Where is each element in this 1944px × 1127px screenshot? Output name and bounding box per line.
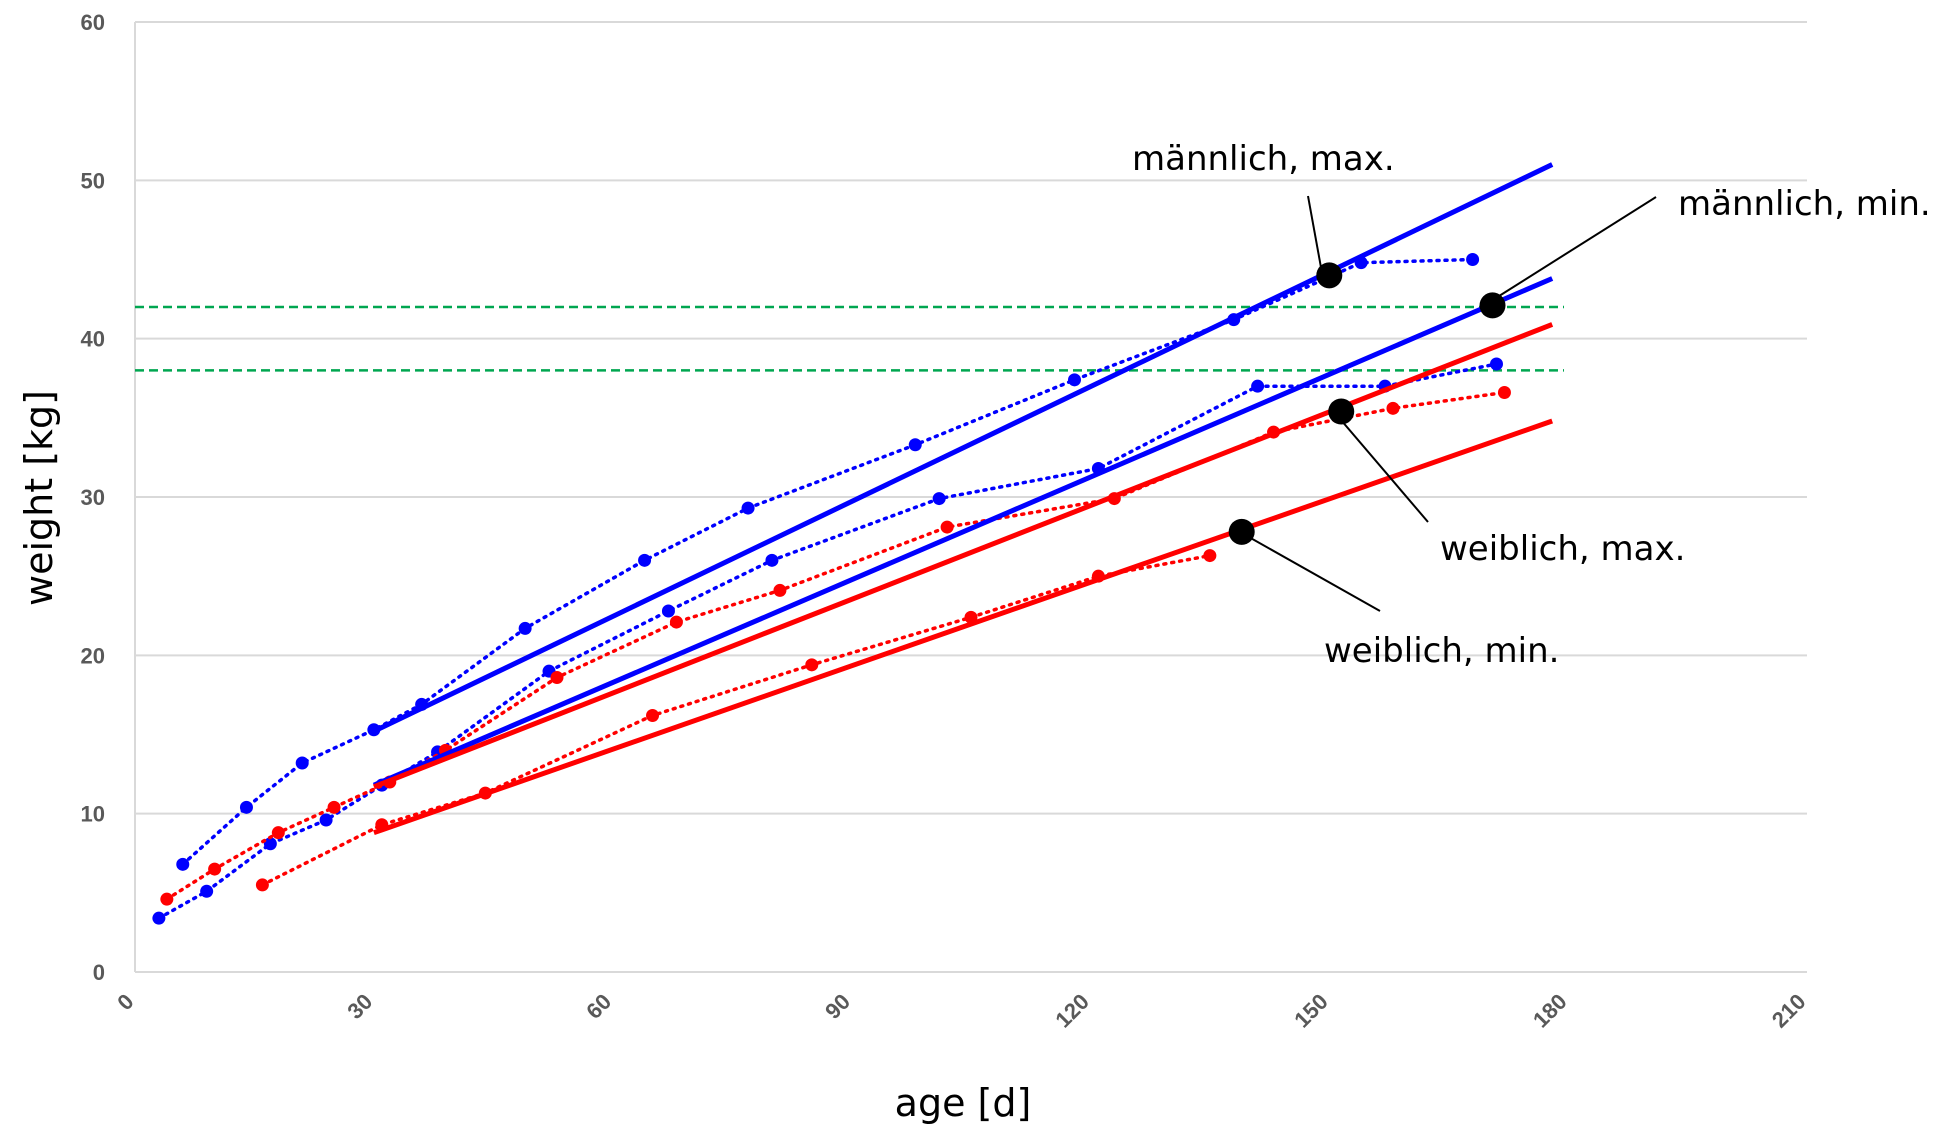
y-tick-label: 40 xyxy=(81,327,105,352)
data-point xyxy=(908,438,922,452)
data-point xyxy=(518,621,532,635)
data-point xyxy=(160,892,174,906)
annotation-label: weiblich, max. xyxy=(1440,529,1685,569)
data-point xyxy=(805,658,819,672)
annotations: männlich, max. männlich, min. weiblich, … xyxy=(1132,139,1931,671)
annotation-marker xyxy=(1316,262,1343,289)
trend-series-line xyxy=(157,362,1499,920)
y-tick-label: 10 xyxy=(81,802,105,827)
data-point xyxy=(200,884,214,898)
y-tick-label: 30 xyxy=(81,485,105,510)
regression-line xyxy=(372,322,1554,790)
annotation-label: männlich, min. xyxy=(1678,184,1931,224)
data-point xyxy=(319,813,333,827)
data-point xyxy=(646,709,660,722)
x-tick-label: 30 xyxy=(342,989,377,1024)
x-tick-label: 150 xyxy=(1289,989,1333,1033)
y-tick-label: 0 xyxy=(93,960,105,985)
data-point xyxy=(295,756,309,770)
data-point xyxy=(932,492,946,506)
trend-series-line xyxy=(165,390,1507,901)
x-tick-label: 60 xyxy=(581,989,616,1024)
data-point xyxy=(940,520,954,534)
annotation-leader-line xyxy=(1487,196,1657,304)
trend-series-line xyxy=(181,257,1475,867)
data-point xyxy=(550,671,564,684)
x-tick-label: 90 xyxy=(820,989,855,1024)
annotation-label: weiblich, min. xyxy=(1324,631,1559,671)
data-point xyxy=(1386,401,1400,415)
data-point xyxy=(327,800,341,814)
data-point xyxy=(1497,386,1511,399)
data-point xyxy=(152,911,166,925)
data-point xyxy=(1489,357,1503,371)
reference-lines xyxy=(135,305,1564,372)
annotation-leader-line xyxy=(1334,412,1429,523)
data-point xyxy=(1251,379,1265,393)
trend-series-line xyxy=(260,553,1212,887)
y-axis-title: weight [kg] xyxy=(17,390,61,606)
markers xyxy=(1228,262,1506,545)
regression-line xyxy=(372,162,1554,734)
data-point xyxy=(1068,373,1082,387)
x-tick-label: 210 xyxy=(1767,989,1811,1033)
y-tick-label: 50 xyxy=(81,168,105,193)
data-point xyxy=(176,857,190,871)
data-point xyxy=(1466,253,1480,266)
regression-line xyxy=(372,276,1554,788)
data-point xyxy=(208,862,222,876)
annotation-marker xyxy=(1328,398,1355,425)
data-point xyxy=(263,837,277,851)
x-tick-label: 0 xyxy=(112,989,138,1015)
annotation-marker xyxy=(1479,292,1506,319)
x-axis-title: age [d] xyxy=(895,1081,1032,1125)
data-point xyxy=(1203,549,1217,563)
data-point xyxy=(773,583,787,597)
regression-line xyxy=(373,418,1554,836)
series xyxy=(152,162,1554,925)
data-point xyxy=(638,553,652,567)
data-point xyxy=(271,826,285,840)
data-point xyxy=(239,800,253,814)
x-tick-label: 120 xyxy=(1050,989,1094,1033)
annotation-leader-line xyxy=(1307,195,1323,274)
data-point xyxy=(741,501,755,515)
data-point xyxy=(661,604,675,618)
x-tick-label: 180 xyxy=(1528,989,1572,1033)
data-point xyxy=(765,553,779,567)
y-tick-label: 20 xyxy=(81,643,105,668)
y-tick-label: 60 xyxy=(81,10,105,35)
annotation-leader-line xyxy=(1239,531,1381,612)
data-point xyxy=(669,615,683,629)
data-point xyxy=(255,878,269,892)
annotation-label: männlich, max. xyxy=(1132,139,1395,179)
